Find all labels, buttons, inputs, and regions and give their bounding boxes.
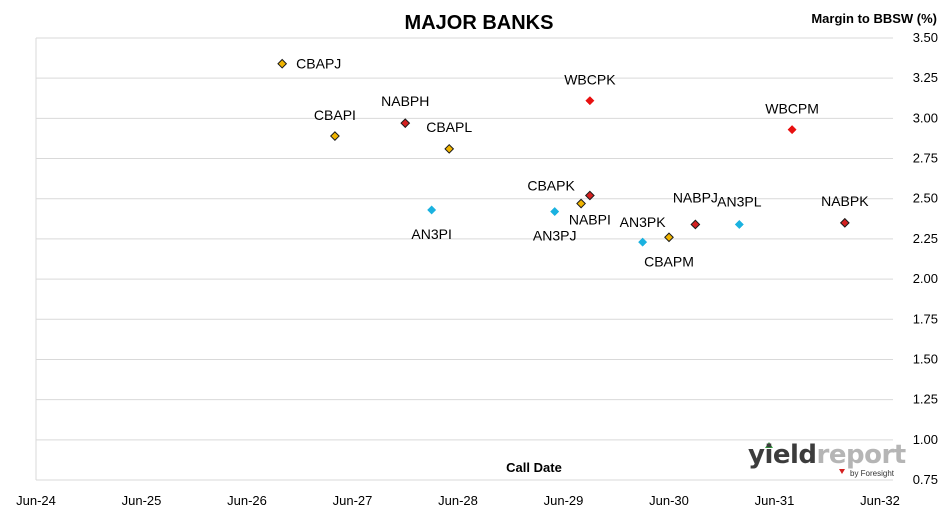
x-tick-label: Jun-25 — [122, 493, 162, 508]
point-label-cbapm: CBAPM — [644, 253, 694, 269]
chart-title: MAJOR BANKS — [405, 12, 554, 34]
data-point-nabpj — [690, 219, 701, 230]
y-tick-label: 2.25 — [913, 231, 938, 246]
data-point-cbapm — [664, 232, 674, 243]
y-tick-label: 2.75 — [913, 151, 938, 166]
data-point-nabpk — [839, 217, 850, 228]
data-point-an3pi — [427, 205, 437, 215]
point-label-an3pj: AN3PJ — [533, 228, 577, 244]
data-point-cbapi — [330, 131, 340, 141]
x-tick-label: Jun-31 — [755, 493, 795, 508]
x-tick-label: Jun-29 — [544, 493, 584, 508]
point-label-an3pl: AN3PL — [717, 193, 762, 209]
y-tick-label: 1.00 — [913, 432, 938, 447]
data-point-wbcpm — [787, 125, 797, 135]
x-axis: Jun-24 Jun-25 Jun-26 Jun-27 Jun-28 Jun-29 Jun-… — [16, 493, 900, 508]
y-tick-label: 0.75 — [913, 472, 938, 487]
point-label-wbcpk: WBCPK — [564, 72, 616, 88]
x-tick-label: Jun-30 — [649, 493, 689, 508]
y-axis: 0.75 1.00 1.25 1.50 1.75 2.00 2.25 2.50 2.75 3.00… — [913, 30, 938, 487]
data-points — [277, 58, 850, 247]
data-point-nabpi — [584, 190, 595, 201]
data-point-cbapk — [576, 198, 586, 209]
point-label-nabpj: NABPJ — [673, 189, 718, 205]
grid-lines — [36, 37, 893, 481]
data-point-wbcpk — [585, 96, 595, 106]
y-tick-label: 2.00 — [913, 271, 938, 286]
data-point-an3pl — [734, 219, 744, 229]
point-label-cbapk: CBAPK — [527, 178, 575, 194]
logo-up-arrow-icon — [765, 442, 773, 448]
x-tick-label: Jun-27 — [333, 493, 373, 508]
data-point-cbapl — [444, 143, 455, 154]
y-tick-label: 3.50 — [913, 30, 938, 45]
data-point-cbapj — [277, 58, 288, 69]
logo-down-arrow-icon — [839, 469, 845, 474]
y-tick-label: 2.50 — [913, 191, 938, 206]
y-tick-label: 3.00 — [913, 110, 938, 125]
data-point-nabph — [400, 118, 411, 129]
logo-wordmark-light: report — [816, 440, 907, 470]
point-label-cbapl: CBAPL — [426, 119, 472, 135]
point-label-an3pk: AN3PK — [620, 214, 667, 230]
point-label-nabpi: NABPI — [569, 212, 611, 228]
y-tick-label: 1.25 — [913, 392, 938, 407]
logo-subtitle: by Foresight — [850, 469, 895, 478]
logo-wordmark-dark: yield — [748, 440, 817, 470]
point-label-cbapj: CBAPJ — [296, 56, 341, 72]
point-label-cbapi: CBAPI — [314, 107, 356, 123]
x-tick-label: Jun-26 — [227, 493, 267, 508]
logo-wordmark: yieldreport — [748, 440, 906, 470]
data-point-an3pj — [550, 207, 560, 217]
y-tick-label: 1.50 — [913, 351, 938, 366]
point-labels: CBAPJ CBAPI NABPH CBAPL AN3PI WBCPK CBAPK AN3PJ… — [296, 56, 869, 270]
yieldreport-logo: yieldreport by Foresight — [748, 440, 906, 480]
x-axis-title: Call Date — [506, 460, 562, 475]
x-tick-label: Jun-24 — [16, 493, 56, 508]
y-tick-label: 3.25 — [913, 70, 938, 85]
y-axis-title: Margin to BBSW (%) — [811, 11, 937, 26]
y-tick-label: 1.75 — [913, 311, 938, 326]
x-tick-label: Jun-32 — [860, 493, 900, 508]
point-label-nabph: NABPH — [381, 93, 429, 109]
point-label-nabpk: NABPK — [821, 193, 869, 209]
x-tick-label: Jun-28 — [438, 493, 478, 508]
point-label-wbcpm: WBCPM — [765, 101, 819, 117]
point-label-an3pi: AN3PI — [411, 226, 451, 242]
data-point-an3pk — [638, 237, 648, 247]
